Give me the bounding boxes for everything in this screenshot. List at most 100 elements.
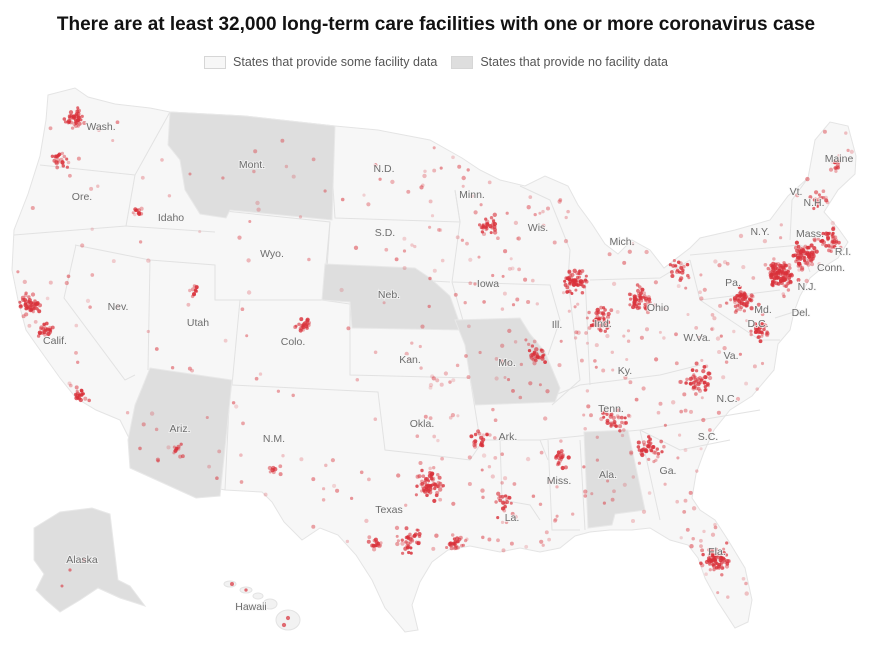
facility-dot	[507, 328, 512, 334]
facility-dot	[133, 212, 137, 217]
facility-dot	[679, 536, 683, 540]
facility-dot	[710, 532, 716, 537]
facility-dot	[432, 498, 437, 503]
facility-dot	[607, 252, 612, 257]
facility-dot	[658, 330, 662, 334]
facility-dot	[422, 480, 428, 485]
facility-dot	[291, 174, 296, 179]
facility-dot	[778, 279, 783, 284]
facility-dot	[346, 326, 351, 331]
facility-dot	[53, 154, 58, 159]
facility-dot	[710, 327, 714, 331]
facility-dot	[817, 193, 821, 197]
facility-dot	[651, 445, 656, 449]
facility-dot	[73, 392, 78, 397]
legend-label-some-data: States that provide some facility data	[233, 55, 438, 69]
facility-dot	[721, 566, 725, 570]
facility-dot	[719, 560, 724, 565]
facility-dot	[468, 257, 473, 262]
facility-dot	[43, 333, 47, 337]
facility-dot	[491, 273, 495, 278]
facility-dot	[802, 257, 807, 261]
facility-dot	[683, 448, 688, 452]
facility-dot	[281, 454, 285, 458]
facility-dot	[603, 329, 607, 333]
facility-dot	[757, 335, 761, 339]
facility-dot	[60, 584, 64, 588]
facility-dot	[111, 259, 116, 264]
facility-dot	[716, 410, 721, 415]
facility-dot	[583, 494, 588, 498]
facility-dot	[708, 559, 712, 564]
facility-dot	[687, 276, 691, 280]
facility-dot	[773, 262, 778, 268]
facility-dot	[585, 389, 590, 393]
facility-dot	[501, 274, 505, 278]
facility-dot	[765, 330, 769, 334]
facility-dot	[715, 561, 719, 566]
facility-dot	[614, 424, 619, 428]
facility-dot	[828, 231, 832, 235]
facility-dot	[567, 270, 571, 275]
facility-dot	[771, 280, 775, 284]
facility-dot	[699, 561, 703, 565]
facility-dot	[555, 485, 559, 489]
facility-dot	[430, 214, 435, 218]
facility-dot	[77, 121, 82, 126]
state-alabama	[583, 429, 646, 529]
facility-dot	[400, 551, 405, 555]
facility-dot	[476, 429, 481, 434]
legend-label-no-data: States that provide no facility data	[480, 55, 668, 69]
facility-dot	[589, 413, 593, 418]
facility-dot	[482, 300, 486, 304]
facility-dot	[737, 285, 742, 290]
facility-dot	[785, 281, 790, 286]
facility-dot	[788, 280, 793, 285]
facility-dot	[155, 457, 160, 462]
facility-dot	[814, 200, 819, 204]
facility-dot	[513, 220, 519, 226]
facility-dot	[30, 302, 35, 307]
facility-dot	[749, 293, 754, 298]
facility-dot	[139, 206, 144, 211]
facility-dot	[764, 332, 769, 336]
facility-dot	[594, 310, 599, 316]
facility-dot	[679, 409, 684, 414]
facility-dot	[481, 223, 485, 227]
facility-dot	[671, 400, 676, 405]
facility-dot	[498, 498, 503, 503]
facility-dot	[72, 115, 77, 120]
facility-dot	[60, 160, 65, 165]
facility-dot	[62, 117, 67, 121]
facility-dot	[487, 180, 492, 185]
facility-dot	[307, 257, 311, 262]
facility-dot	[36, 334, 41, 338]
facility-dot	[69, 383, 73, 388]
facility-dot	[35, 301, 39, 306]
facility-dot	[509, 501, 513, 505]
facility-dot	[648, 437, 652, 441]
facility-dot	[324, 463, 328, 468]
facility-dot	[80, 393, 84, 397]
facility-dot	[602, 415, 606, 419]
facility-dot	[488, 433, 492, 437]
facility-dot	[355, 377, 360, 382]
facility-dot	[382, 301, 386, 305]
facility-dot	[82, 120, 87, 126]
facility-dot	[713, 522, 717, 527]
facility-dot	[830, 240, 835, 245]
facility-dot	[456, 539, 460, 544]
facility-dot	[720, 556, 726, 561]
facility-dot	[528, 195, 533, 199]
facility-dot	[298, 215, 303, 219]
facility-dot	[626, 329, 631, 333]
facility-dot	[432, 434, 437, 439]
facility-dot	[765, 333, 770, 338]
facility-dot	[534, 351, 539, 356]
facility-dot	[636, 440, 641, 445]
facility-dot	[656, 455, 660, 459]
facility-dot	[796, 277, 801, 282]
facility-dot	[511, 303, 516, 307]
facility-dot	[539, 450, 544, 455]
facility-dot	[141, 422, 146, 427]
